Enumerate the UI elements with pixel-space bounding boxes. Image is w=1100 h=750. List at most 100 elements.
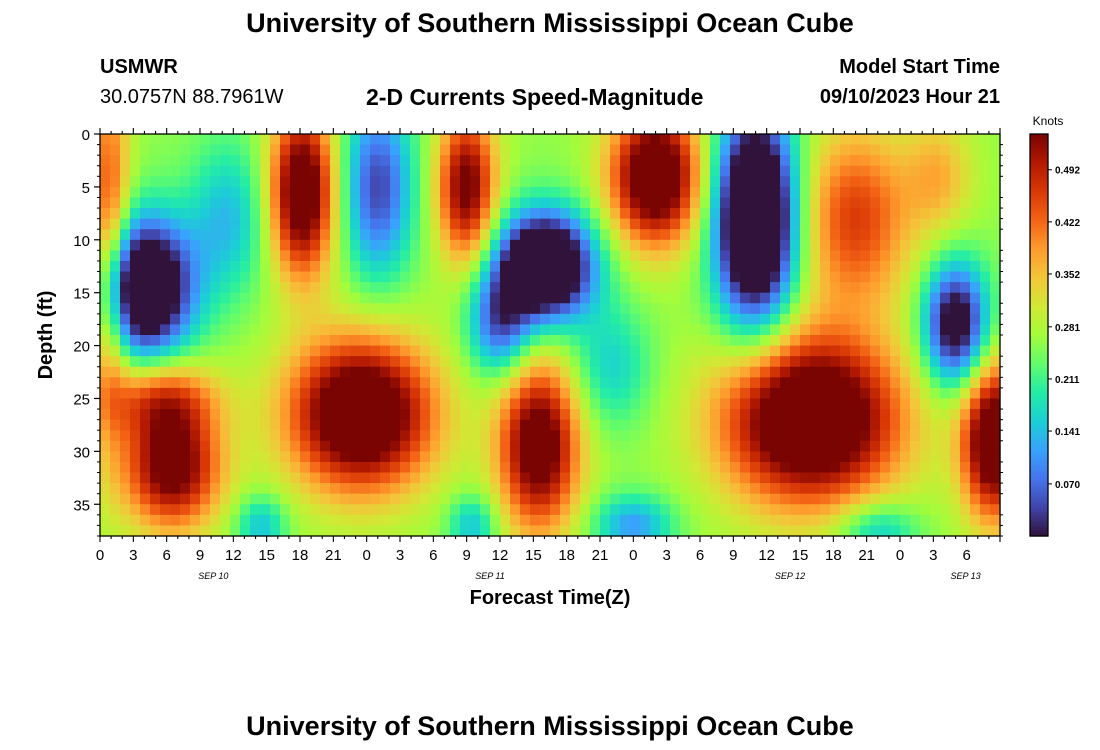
heatmap-cell <box>860 208 871 220</box>
heatmap-cell <box>560 514 571 527</box>
heatmap-cell <box>540 345 551 357</box>
heatmap-cell <box>370 514 381 527</box>
heatmap-cell <box>540 197 551 209</box>
heatmap-cell <box>530 356 541 368</box>
heatmap-cell <box>410 134 421 146</box>
heatmap-cell <box>480 303 491 315</box>
heatmap-cell <box>100 229 111 241</box>
heatmap-cell <box>490 335 501 347</box>
heatmap-cell <box>220 461 231 474</box>
heatmap-cell <box>640 493 651 505</box>
heatmap-cell <box>910 366 921 378</box>
heatmap-cell <box>530 472 541 484</box>
heatmap-cell <box>270 250 281 262</box>
heatmap-cell <box>140 366 151 378</box>
heatmap-cell <box>200 155 211 167</box>
heatmap-cell <box>680 398 691 410</box>
heatmap-cell <box>120 155 131 167</box>
heatmap-cell <box>810 366 821 378</box>
heatmap-cell <box>730 525 741 537</box>
heatmap-cell <box>360 155 371 167</box>
heatmap-cell <box>530 430 541 442</box>
colorbar-segment <box>1030 407 1048 410</box>
colorbar-segment <box>1030 521 1048 525</box>
heatmap-cell <box>350 409 361 421</box>
heatmap-cell <box>920 303 931 315</box>
heatmap-cell <box>110 398 121 410</box>
heatmap-cell <box>250 229 261 241</box>
heatmap-cell <box>400 313 411 326</box>
heatmap-cell <box>290 155 301 167</box>
heatmap-cell <box>850 345 861 357</box>
heatmap-cell <box>900 345 911 357</box>
heatmap-cell <box>280 303 291 315</box>
heatmap-cell <box>240 345 251 357</box>
heatmap-cell <box>670 208 681 220</box>
heatmap-cell <box>390 155 401 167</box>
heatmap-cell <box>560 525 571 537</box>
heatmap-cell <box>640 345 651 357</box>
heatmap-cell <box>380 176 391 188</box>
heatmap-cell <box>310 356 321 368</box>
heatmap-cell <box>840 165 851 177</box>
heatmap-cell <box>500 260 511 273</box>
heatmap-cell <box>680 250 691 262</box>
heatmap-cell <box>740 483 751 495</box>
heatmap-cell <box>770 197 781 209</box>
colorbar-segment <box>1030 479 1048 483</box>
heatmap-cell <box>440 197 451 209</box>
heatmap-cell <box>140 377 151 389</box>
heatmap-cell <box>430 356 441 368</box>
heatmap-cell <box>890 176 901 188</box>
colorbar-segment <box>1030 441 1048 445</box>
heatmap-cell <box>300 229 311 241</box>
heatmap-cell <box>190 239 201 251</box>
heatmap-cell <box>960 483 971 495</box>
heatmap-cell <box>290 493 301 505</box>
heatmap-cell <box>630 335 641 347</box>
heatmap-cell <box>740 165 751 177</box>
heatmap-cell <box>410 197 421 209</box>
heatmap-cell <box>980 218 991 230</box>
heatmap-cell <box>830 134 841 146</box>
heatmap-cell <box>560 493 571 505</box>
heatmap-cell <box>950 260 961 273</box>
heatmap-cell <box>710 430 721 442</box>
heatmap-cell <box>800 144 811 156</box>
heatmap-cell <box>440 504 451 516</box>
heatmap-cell <box>470 430 481 442</box>
heatmap-cell <box>300 239 311 251</box>
heatmap-cell <box>910 504 921 516</box>
heatmap-cell <box>200 271 211 283</box>
heatmap-cell <box>790 409 801 421</box>
heatmap-cell <box>950 186 961 199</box>
heatmap-cell <box>100 271 111 283</box>
heatmap-cell <box>920 461 931 474</box>
heatmap-cell <box>490 260 501 273</box>
heatmap-cell <box>760 165 771 177</box>
heatmap-cell <box>670 186 681 199</box>
heatmap-cell <box>870 472 881 484</box>
heatmap-cell <box>670 504 681 516</box>
heatmap-cell <box>310 483 321 495</box>
heatmap-cell <box>610 292 621 304</box>
heatmap-cell <box>290 366 301 378</box>
heatmap-cell <box>350 504 361 516</box>
heatmap-cell <box>330 366 341 378</box>
heatmap-cell <box>330 335 341 347</box>
heatmap-cell <box>550 165 561 177</box>
heatmap-cell <box>300 493 311 505</box>
heatmap-cell <box>700 282 711 294</box>
heatmap-cell <box>120 366 131 378</box>
heatmap-cell <box>190 483 201 495</box>
colorbar-segment <box>1030 256 1048 260</box>
heatmap-cell <box>360 303 371 315</box>
heatmap-cell <box>180 186 191 199</box>
heatmap-cell <box>360 430 371 442</box>
heatmap-cell <box>190 303 201 315</box>
heatmap-cell <box>360 419 371 431</box>
heatmap-cell <box>140 197 151 209</box>
heatmap-cell <box>500 493 511 505</box>
heatmap-cell <box>790 451 801 463</box>
colorbar-segment <box>1030 469 1048 473</box>
